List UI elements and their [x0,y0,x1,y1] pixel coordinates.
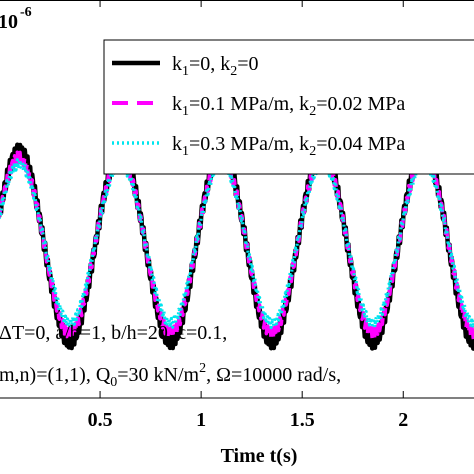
legend: k1=0, k2=0 k1=0.1 MPa/m, k2=0.02 MPa k1=0.… [103,39,474,175]
x-tick-label: 2 [398,409,408,431]
legend-label-1: k1=0, k2=0 [172,53,259,79]
series-line-1 [0,142,474,351]
annotation-line-1: ΔT=0, a/b=1, b/h=20, ϵ=0.1, [0,322,227,344]
series-layer [0,142,474,351]
axes-layer: 0.5 1 1.5 2 [0,0,474,431]
series-line-3 [0,158,474,330]
x-axis-label: Time t(s) [221,445,298,467]
legend-label-2: k1=0.1 MPa/m, k2=0.02 MPa [172,93,405,119]
legend-label-3: k1=0.3 MPa/m, k2=0.04 MPa [172,133,405,159]
series-line-2 [0,150,474,341]
x-tick-label: 1 [196,409,206,431]
x-tick-label: 1.5 [290,409,315,431]
annotation: ΔT=0, a/b=1, b/h=20, ϵ=0.1, m,n)=(1,1), … [0,322,341,390]
annotation-line-2: m,n)=(1,1), Q0=30 kN/m2, Ω=10000 rad/s, [0,361,341,390]
legend-box [103,39,474,175]
y-exponent-base: 10 [0,11,18,33]
y-exponent-power: -6 [20,5,32,20]
x-tick-label: 0.5 [88,409,113,431]
